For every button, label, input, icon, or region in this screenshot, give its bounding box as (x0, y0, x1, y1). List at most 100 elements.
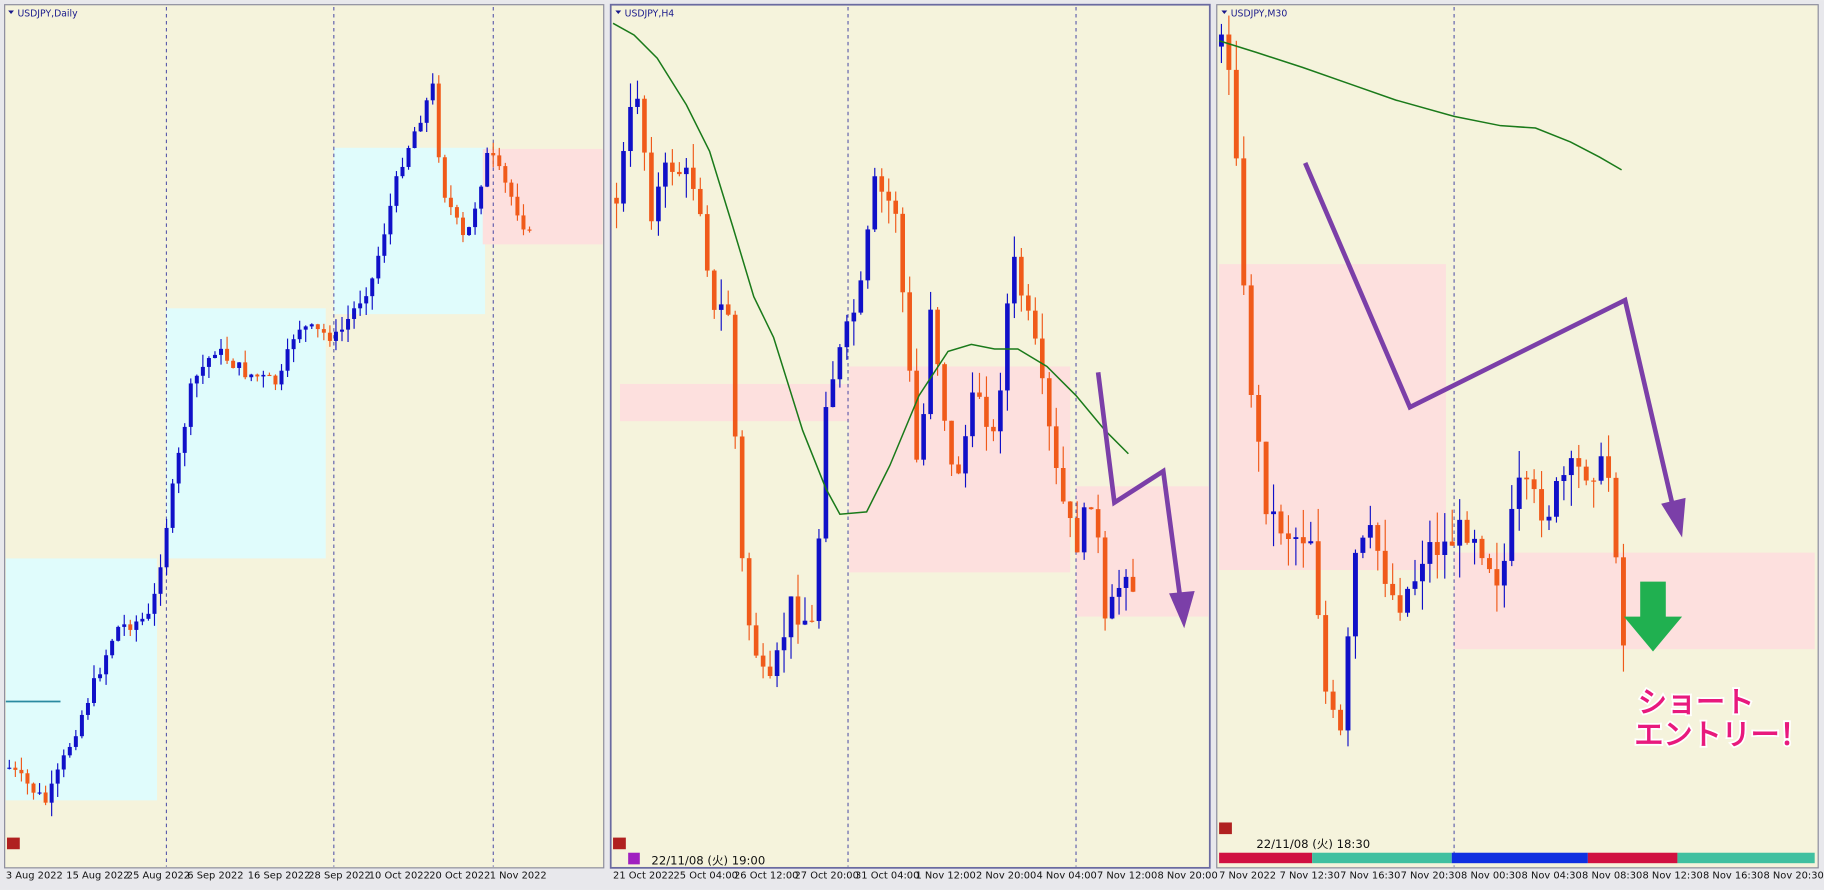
x-axis-label: 8 Nov 20:30 (1764, 870, 1824, 881)
panel-title: USDJPY,Daily (17, 8, 78, 19)
x-axis-label: 1 Nov 12:00 (915, 870, 975, 881)
candle-body (1248, 285, 1254, 395)
x-axis-label: 27 Oct 20:00 (795, 870, 859, 881)
candle-body (285, 349, 290, 371)
candle-body (340, 329, 344, 332)
candle-body (1109, 596, 1115, 619)
candle-body (1598, 456, 1604, 481)
candle-body (491, 152, 496, 156)
candle-body (321, 329, 326, 333)
candle-body (479, 186, 484, 209)
x-axis-label: 2 Nov 20:00 (976, 870, 1036, 881)
candle-body (418, 122, 423, 132)
candle-body (1315, 541, 1321, 616)
candle-body (1102, 537, 1108, 619)
candle-body (767, 666, 773, 677)
candle-body (1434, 542, 1440, 555)
candle-body (1088, 507, 1094, 510)
candle-body (1583, 466, 1589, 481)
candle-body (182, 426, 187, 453)
x-axis-label: 3 Aug 2022 (6, 870, 63, 881)
x-axis-label: 26 Oct 12:00 (734, 870, 798, 881)
candle-body (837, 347, 843, 380)
candle-body (788, 596, 794, 638)
candle-body (13, 767, 18, 770)
candle-body (1524, 477, 1530, 480)
candle-body (1095, 509, 1101, 538)
candle-body (333, 331, 338, 341)
candle-body (7, 767, 12, 769)
candle-body (327, 332, 332, 341)
candle-body (1012, 256, 1017, 304)
candle-body (406, 148, 411, 167)
icon[interactable] (1219, 822, 1232, 835)
candle-body (1464, 519, 1470, 543)
candle-body (364, 296, 369, 304)
candle-body (970, 392, 975, 437)
candle-body (1546, 516, 1552, 521)
candle-body (98, 674, 103, 679)
x-axis-label: 6 Sep 2022 (187, 870, 243, 881)
candle-body (219, 348, 224, 355)
entry-arrow (1623, 581, 1683, 652)
candles (7, 15, 1626, 817)
candle-body (1256, 394, 1262, 442)
candle-body (753, 625, 759, 656)
arrow-head (1661, 497, 1686, 538)
title-icon (615, 10, 622, 15)
candle-body (739, 436, 745, 559)
candle-body (1405, 588, 1411, 613)
candle-body (963, 436, 968, 474)
candle-body (460, 217, 465, 236)
session-bar (1451, 852, 1588, 864)
candle-body (984, 396, 989, 427)
candle-body (1382, 550, 1388, 584)
candle-body (1026, 295, 1031, 311)
candle-body (1472, 538, 1478, 543)
candle-body (424, 100, 429, 123)
candle-body (949, 420, 954, 465)
candle-body (454, 207, 459, 218)
x-axis-label: 15 Aug 2022 (66, 870, 129, 881)
candle-body (1067, 501, 1073, 519)
candle-body (760, 655, 766, 667)
candle-body (400, 166, 405, 177)
candle-body (1620, 557, 1626, 646)
icon[interactable] (6, 837, 20, 850)
candle-body (1352, 552, 1358, 637)
candle-body (900, 213, 905, 293)
candle-body (977, 392, 982, 397)
candle-body (914, 370, 919, 460)
candle-body (382, 234, 387, 256)
candle-body (746, 558, 752, 626)
candle-body (635, 98, 640, 107)
x-axis-label: 28 Sep 2022 (308, 870, 371, 881)
x-axis-label: 7 Nov 16:30 (1340, 870, 1400, 881)
candle-body (718, 304, 724, 310)
candle-body (621, 151, 626, 204)
moving-average (1218, 40, 1622, 171)
x-axis-label: 8 Nov 00:30 (1461, 870, 1521, 881)
candle-body (1494, 569, 1500, 586)
candle-body (1263, 441, 1269, 515)
panel-daily (4, 4, 605, 869)
candle-body (802, 620, 808, 625)
candle-body (412, 131, 417, 149)
candle-body (261, 374, 266, 377)
candle-body (73, 736, 78, 747)
x-axis-label: 4 Nov 04:00 (1036, 870, 1096, 881)
candle-body (1019, 256, 1024, 296)
candle-body (1039, 338, 1045, 379)
icon[interactable] (628, 852, 640, 865)
candle-body (188, 383, 193, 427)
candle-body (998, 390, 1003, 432)
candle-body (134, 621, 139, 630)
session-bar (1587, 852, 1678, 864)
zone (482, 148, 603, 245)
icon[interactable] (613, 837, 626, 850)
x-axis-label: 8 Nov 04:30 (1522, 870, 1582, 881)
candle-body (146, 613, 151, 619)
candle-body (485, 152, 490, 187)
candle-body (297, 329, 302, 340)
candle-body (43, 792, 48, 803)
